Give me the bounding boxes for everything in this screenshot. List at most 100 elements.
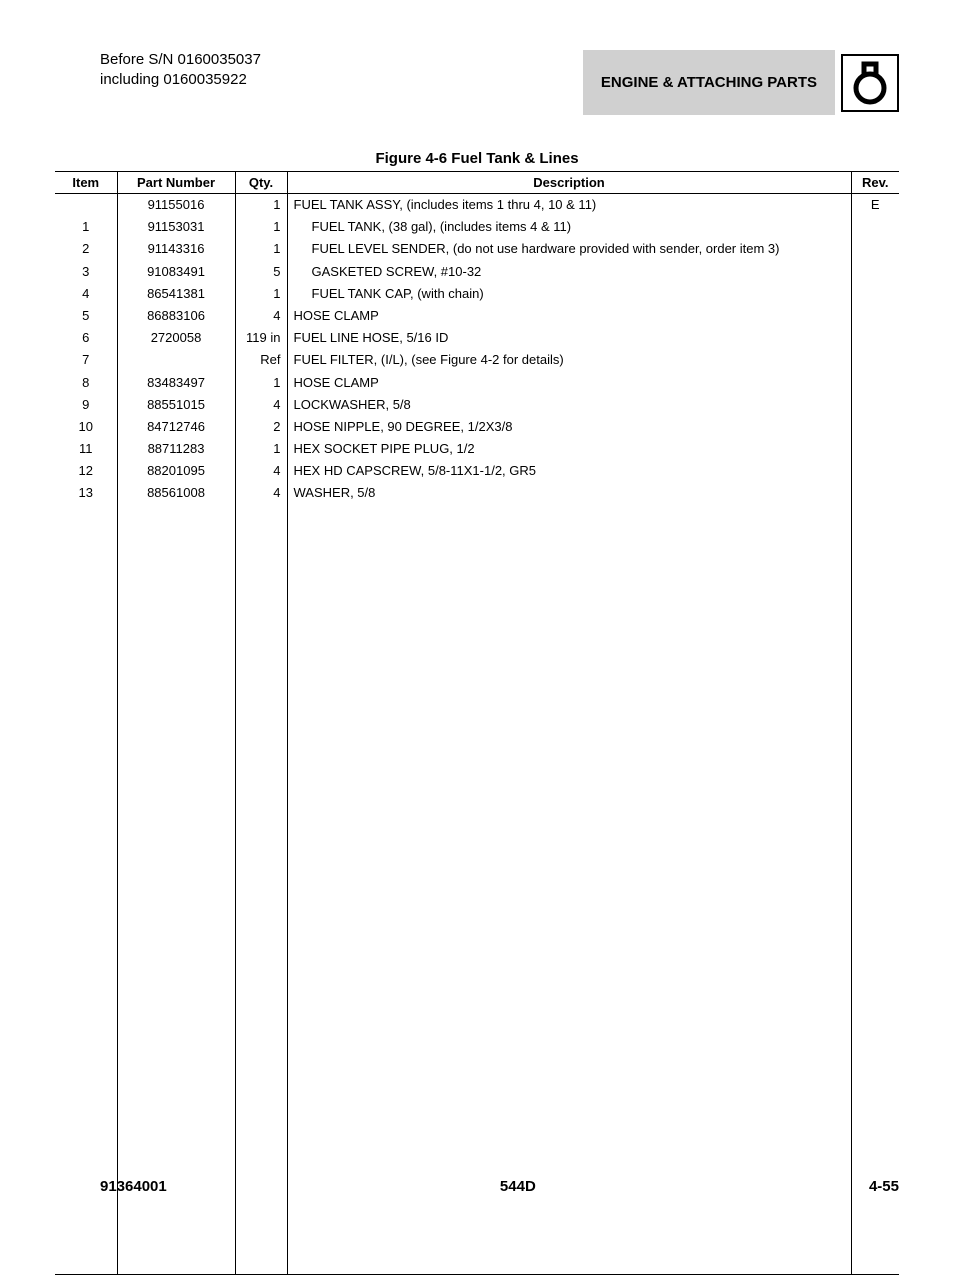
cell-qty: 4 — [235, 482, 287, 504]
cell-qty: 1 — [235, 438, 287, 460]
cell-part-number: 91143316 — [117, 238, 235, 260]
cell-description: WASHER, 5/8 — [287, 482, 851, 504]
cell-description: FUEL LEVEL SENDER, (do not use hardware … — [287, 238, 851, 260]
cell-part-number: 2720058 — [117, 327, 235, 349]
cell-qty: Ref — [235, 349, 287, 371]
cell-item: 13 — [55, 482, 117, 504]
cell-item: 11 — [55, 438, 117, 460]
cell-part-number: 88711283 — [117, 438, 235, 460]
cell-description: HEX HD CAPSCREW, 5/8-11X1-1/2, GR5 — [287, 460, 851, 482]
section-icon-box — [841, 54, 899, 112]
cell-item: 7 — [55, 349, 117, 371]
cell-filler — [55, 505, 117, 1275]
cell-rev — [851, 349, 899, 371]
table-row: 8834834971HOSE CLAMP — [55, 372, 899, 394]
parts-table-wrap: Item Part Number Qty. Description Rev. 9… — [55, 171, 899, 1275]
table-row: 1911530311FUEL TANK, (38 gal), (includes… — [55, 216, 899, 238]
cell-filler — [287, 505, 851, 1275]
cell-rev — [851, 327, 899, 349]
cell-filler — [117, 505, 235, 1275]
table-row: 4865413811FUEL TANK CAP, (with chain) — [55, 283, 899, 305]
table-row: 11887112831HEX SOCKET PIPE PLUG, 1/2 — [55, 438, 899, 460]
parts-table: Item Part Number Qty. Description Rev. 9… — [55, 171, 899, 1275]
cell-part-number: 88201095 — [117, 460, 235, 482]
table-row: 7 RefFUEL FILTER, (I/L), (see Figure 4-2 … — [55, 349, 899, 371]
cell-item: 6 — [55, 327, 117, 349]
cell-rev — [851, 416, 899, 438]
cell-rev: E — [851, 194, 899, 217]
cell-part-number: 91083491 — [117, 261, 235, 283]
cell-rev — [851, 261, 899, 283]
cell-part-number: 86883106 — [117, 305, 235, 327]
cell-rev — [851, 238, 899, 260]
cell-description: HEX SOCKET PIPE PLUG, 1/2 — [287, 438, 851, 460]
col-header-qty: Qty. — [235, 172, 287, 194]
header-note-line1: Before S/N 0160035037 — [100, 50, 261, 70]
cell-filler — [851, 505, 899, 1275]
cell-part-number: 91153031 — [117, 216, 235, 238]
cell-item: 5 — [55, 305, 117, 327]
col-header-rev: Rev. — [851, 172, 899, 194]
footer-right: 4-55 — [869, 1178, 899, 1195]
cell-part-number: 83483497 — [117, 372, 235, 394]
table-row: 911550161FUEL TANK ASSY, (includes items… — [55, 194, 899, 217]
cell-description: FUEL TANK ASSY, (includes items 1 thru 4… — [287, 194, 851, 217]
cell-qty: 1 — [235, 216, 287, 238]
cell-rev — [851, 394, 899, 416]
col-header-item: Item — [55, 172, 117, 194]
footer-left: 91364001 — [100, 1178, 167, 1195]
cell-rev — [851, 216, 899, 238]
cell-item: 12 — [55, 460, 117, 482]
cell-qty: 1 — [235, 194, 287, 217]
cell-item: 4 — [55, 283, 117, 305]
cell-rev — [851, 482, 899, 504]
cell-part-number: 86541381 — [117, 283, 235, 305]
cell-qty: 4 — [235, 394, 287, 416]
cell-qty: 2 — [235, 416, 287, 438]
cell-description: FUEL FILTER, (I/L), (see Figure 4-2 for … — [287, 349, 851, 371]
page-footer: 91364001 544D 4-55 — [55, 1178, 899, 1195]
cell-rev — [851, 460, 899, 482]
cell-item — [55, 194, 117, 217]
cell-rev — [851, 283, 899, 305]
cell-description: FUEL LINE HOSE, 5/16 ID — [287, 327, 851, 349]
cell-rev — [851, 438, 899, 460]
parts-table-body: 911550161FUEL TANK ASSY, (includes items… — [55, 194, 899, 1275]
cell-part-number: 88561008 — [117, 482, 235, 504]
table-row: 10847127462HOSE NIPPLE, 90 DEGREE, 1/2X3… — [55, 416, 899, 438]
cell-part-number: 84712746 — [117, 416, 235, 438]
table-row: 5868831064HOSE CLAMP — [55, 305, 899, 327]
cell-qty: 1 — [235, 283, 287, 305]
cell-description: FUEL TANK CAP, (with chain) — [287, 283, 851, 305]
table-row: 9885510154LOCKWASHER, 5/8 — [55, 394, 899, 416]
cell-filler — [235, 505, 287, 1275]
cell-description: HOSE CLAMP — [287, 305, 851, 327]
cell-item: 9 — [55, 394, 117, 416]
cell-item: 1 — [55, 216, 117, 238]
page-header: Before S/N 0160035037 including 01600359… — [55, 50, 899, 115]
cell-description: HOSE CLAMP — [287, 372, 851, 394]
page: Before S/N 0160035037 including 01600359… — [0, 0, 954, 1235]
cell-qty: 1 — [235, 372, 287, 394]
header-note-line2: including 0160035922 — [100, 70, 261, 90]
table-row: 12882010954HEX HD CAPSCREW, 5/8-11X1-1/2… — [55, 460, 899, 482]
ring-icon — [850, 60, 890, 106]
cell-part-number — [117, 349, 235, 371]
table-filler-row — [55, 505, 899, 1275]
table-row: 62720058119 inFUEL LINE HOSE, 5/16 ID — [55, 327, 899, 349]
cell-rev — [851, 305, 899, 327]
cell-qty: 119 in — [235, 327, 287, 349]
cell-item: 2 — [55, 238, 117, 260]
cell-qty: 4 — [235, 460, 287, 482]
cell-item: 8 — [55, 372, 117, 394]
cell-description: LOCKWASHER, 5/8 — [287, 394, 851, 416]
cell-item: 10 — [55, 416, 117, 438]
header-right: ENGINE & ATTACHING PARTS — [583, 50, 899, 115]
cell-rev — [851, 372, 899, 394]
cell-qty: 5 — [235, 261, 287, 283]
table-row: 13885610084WASHER, 5/8 — [55, 482, 899, 504]
footer-center: 544D — [500, 1178, 536, 1195]
cell-description: GASKETED SCREW, #10-32 — [287, 261, 851, 283]
figure-title: Figure 4-6 Fuel Tank & Lines — [55, 150, 899, 167]
table-row: 3910834915GASKETED SCREW, #10-32 — [55, 261, 899, 283]
